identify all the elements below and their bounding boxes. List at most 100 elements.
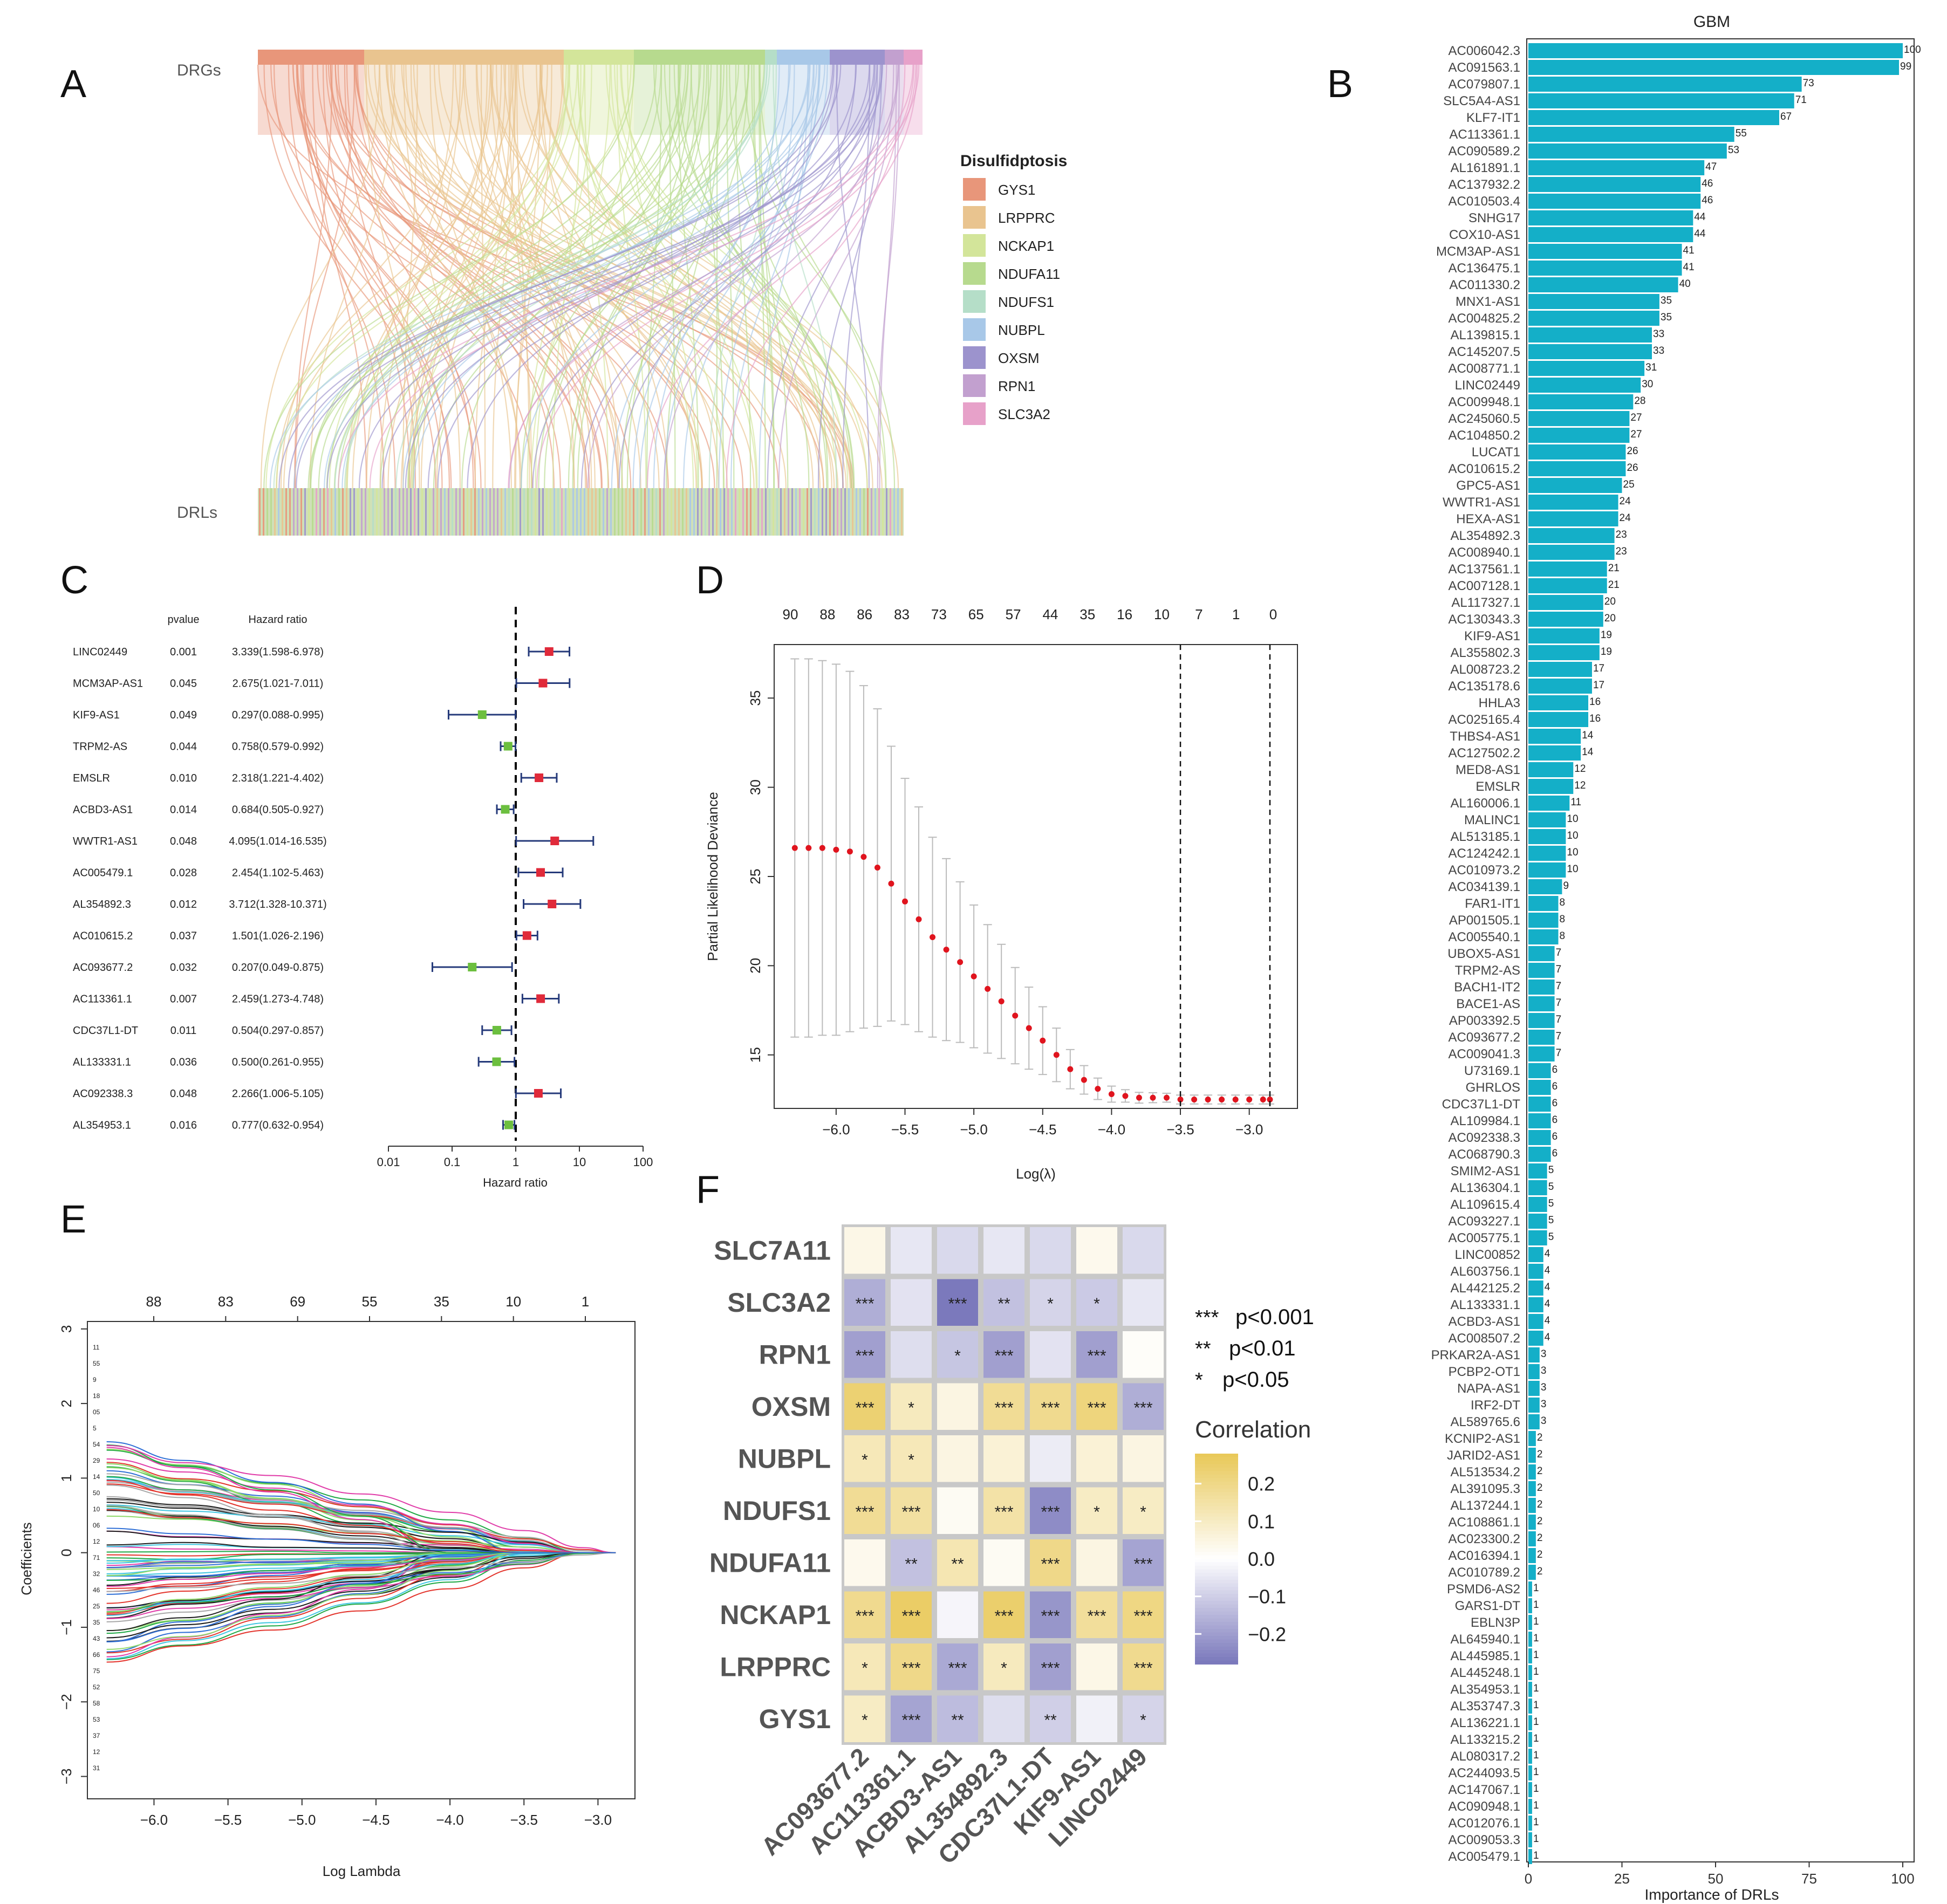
flow-ndufa11 [461, 64, 689, 489]
bar-value-label: 28 [1634, 395, 1645, 407]
panel-a-alluvial: DRGs DRLs Disulfidptosis GYS1 LRPPRC NCKAP… [177, 50, 1067, 536]
forest-hr-text: 2.454(1.102-5.463) [232, 867, 324, 879]
bar-al445248.1 [1528, 1665, 1532, 1680]
colorbar: 0.2 0.1 0.0 −0.1 −0.2 [1195, 1454, 1286, 1665]
bar-label: AL445248.1 [1451, 1666, 1520, 1680]
bottom-stratum [316, 488, 317, 536]
flow-fan-nckap1 [564, 65, 634, 135]
bar-label: AC093227.1 [1449, 1214, 1520, 1229]
bar-value-label: 1 [1533, 1683, 1539, 1694]
bar-ac010615.2 [1528, 461, 1626, 476]
colorbar-step [1195, 1576, 1238, 1580]
bar-label: AL109615.4 [1451, 1197, 1520, 1212]
bar-u73169.1 [1528, 1063, 1551, 1078]
colorbar-step [1195, 1569, 1238, 1573]
forest-hr-marker [522, 931, 531, 940]
heatmap-star: * [908, 1399, 914, 1417]
bar-label: AC034139.1 [1449, 880, 1520, 894]
forest-pvalue: 0.048 [170, 835, 197, 847]
forest-tick-label: 10 [573, 1155, 586, 1169]
bar-value-label: 1 [1533, 1733, 1539, 1744]
bar-value-label: 44 [1694, 211, 1706, 223]
cv-point [1040, 1037, 1046, 1044]
bottom-stratum [572, 488, 574, 536]
cv-point [1122, 1093, 1129, 1099]
bar-ac145207.5 [1528, 344, 1652, 359]
bar-al136304.1 [1528, 1180, 1547, 1195]
coef-y-tick-label: −3 [58, 1769, 74, 1785]
bar-label: AC127502.2 [1449, 746, 1520, 761]
heatmap-star: *** [1041, 1503, 1060, 1521]
bar-label: GARS1-DT [1455, 1599, 1521, 1613]
forest-hr-text: 2.459(1.273-4.748) [232, 994, 324, 1005]
bottom-stratum [765, 488, 767, 536]
flow-gys1 [322, 64, 411, 489]
forest-gene-label: AC093677.2 [73, 962, 133, 974]
bottom-stratum [723, 488, 725, 536]
legend-swatch-gys1 [963, 178, 986, 201]
forest-gene-label: AL133331.1 [73, 1057, 131, 1069]
x-tick-label: 0 [1525, 1871, 1532, 1887]
flow-nubpl [653, 64, 780, 489]
bar-label: AC023300.2 [1449, 1532, 1520, 1546]
heatmap-star: * [1094, 1503, 1100, 1521]
coef-left-label: 71 [93, 1554, 100, 1561]
heatmap-cell [891, 1539, 932, 1586]
bar-med8-as1 [1528, 762, 1574, 777]
bottom-stratum [542, 488, 544, 536]
bottom-stratum [708, 488, 710, 536]
bottom-stratum [516, 488, 517, 536]
bar-label: JARID2-AS1 [1447, 1448, 1520, 1463]
bar-value-label: 10 [1567, 813, 1578, 825]
bar-ac025165.4 [1528, 712, 1589, 727]
bottom-stratum [561, 488, 563, 536]
bar-label: AP003392.5 [1449, 1013, 1520, 1028]
bottom-stratum [757, 488, 759, 536]
bar-label: AC005775.1 [1449, 1231, 1520, 1245]
bar-label: AC005540.1 [1449, 930, 1520, 944]
bar-label: AC113361.1 [1449, 127, 1520, 142]
colorbar-step [1195, 1608, 1238, 1612]
bar-al133215.2 [1528, 1732, 1532, 1747]
bar-label: AL080317.2 [1451, 1749, 1520, 1764]
bar-kif9-as1 [1528, 628, 1600, 643]
bar-value-label: 27 [1630, 412, 1642, 423]
bar-value-label: 100 [1904, 44, 1921, 56]
bar-value-label: 4 [1545, 1282, 1550, 1293]
colorbar-step [1195, 1657, 1238, 1661]
flow-lrpprc [387, 64, 575, 489]
bottom-stratum [720, 488, 721, 536]
bar-label: AC025165.4 [1449, 713, 1520, 727]
sig-legend-stars: * [1195, 1369, 1203, 1392]
bar-value-label: 21 [1608, 579, 1620, 591]
bottom-stratum [848, 488, 850, 536]
bar-label: AC137561.1 [1449, 562, 1520, 577]
top-stratum-ndufa11 [634, 50, 765, 65]
bar-hexa-as1 [1528, 511, 1618, 526]
heatmap-cell [844, 1695, 885, 1742]
bottom-stratum [754, 488, 755, 536]
bottom-stratum [621, 488, 623, 536]
bottom-stratum [282, 488, 283, 536]
bar-label: AC010973.2 [1449, 863, 1520, 878]
bar-label: AC005479.1 [1449, 1850, 1520, 1864]
heatmap-star: *** [901, 1607, 920, 1625]
bar-ac092338.3 [1528, 1130, 1551, 1145]
bar-label: AC104850.2 [1449, 428, 1520, 443]
colorbar-step [1195, 1492, 1238, 1496]
drgs-label: DRGs [177, 61, 221, 79]
bar-jarid2-as1 [1528, 1448, 1536, 1463]
colorbar-step [1195, 1499, 1238, 1503]
forest-hr-text: 1.501(1.026-2.196) [232, 930, 324, 942]
bar-value-label: 40 [1679, 278, 1691, 290]
bar-ac009041.3 [1528, 1046, 1555, 1061]
cv-point [791, 845, 798, 851]
bottom-stratum [901, 488, 903, 536]
cv-y-tick-label: 35 [747, 690, 763, 706]
coef-path [106, 1458, 616, 1553]
bar-value-label: 24 [1620, 496, 1631, 507]
bar-value-label: 31 [1645, 362, 1657, 373]
colorbar-tick-label: 0.1 [1248, 1510, 1275, 1532]
flow-ndufa11 [412, 64, 662, 489]
